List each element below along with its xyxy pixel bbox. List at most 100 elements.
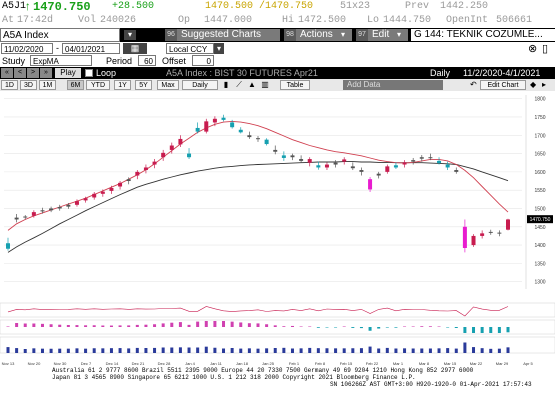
edit-chart-button[interactable]: Edit Chart [480, 80, 526, 90]
dropdown-arrow-icon[interactable]: ▾ [124, 30, 136, 40]
macd-bar [222, 321, 226, 327]
calendar-icon[interactable]: ▦ [123, 43, 147, 54]
candle [316, 161, 321, 170]
sub-panel [0, 302, 555, 318]
candle-body [333, 162, 338, 165]
undo-icon[interactable]: ↶ [470, 80, 477, 89]
offset-input[interactable]: 0 [192, 55, 214, 66]
candle [376, 171, 381, 179]
line-chart-icon[interactable]: ⟋ [236, 80, 242, 89]
ticker-title: G 144: TEKNIK COZUMLE... [411, 29, 555, 41]
volume-bar [92, 348, 96, 353]
tab-1m[interactable]: 1M [39, 80, 56, 90]
candle-body [92, 193, 97, 198]
x-tick-label: Nov 20 [28, 361, 41, 366]
settings-icon[interactable]: ◆ [530, 80, 537, 89]
oscillator-line [7, 306, 509, 317]
candle [247, 131, 252, 139]
volume-bar [480, 348, 484, 353]
tab-5y[interactable]: 5Y [135, 80, 152, 90]
volume-bar [161, 347, 165, 353]
window-icon[interactable]: ▯ [542, 43, 549, 55]
grid-layer [4, 98, 522, 282]
macd-bar [334, 327, 338, 328]
macd-bar [437, 326, 441, 327]
start-date-field[interactable]: 11/02/2020 [1, 43, 53, 54]
tab-6m[interactable]: 6M [67, 80, 84, 90]
x-tick-label: Feb 15 [340, 361, 353, 366]
study-bar: Study ExpMA Period 60 Offset 0 [0, 55, 555, 67]
sub-panel [0, 336, 555, 354]
candle-body [273, 149, 278, 152]
suggested-charts-button[interactable]: 96 Suggested Charts [165, 29, 280, 41]
chart-panel[interactable]: 1800 1750 1700 1650 1600 1550 1500 1450 1400 1350… [0, 91, 555, 400]
volume-bar [32, 348, 36, 353]
x-tick-label: Nov 30 [54, 361, 67, 366]
volume-bar [178, 347, 182, 353]
bid-ask: 1470.500 /1470.750 [205, 1, 314, 12]
x-tick-label: Feb 22 [366, 361, 379, 366]
candle [238, 127, 243, 134]
step-back-icon[interactable]: < [14, 68, 26, 78]
macd-bar [153, 324, 157, 327]
study-select[interactable]: ExpMA [30, 55, 92, 66]
volume-bar [359, 348, 363, 353]
macd-bar [308, 326, 312, 327]
macd-bar [178, 322, 182, 327]
moving-average-layer [7, 120, 509, 253]
bar-chart-icon[interactable]: ▥ [261, 80, 269, 89]
area-chart-icon[interactable]: ▲ [248, 80, 256, 89]
y-tick-label: 1350 [534, 261, 545, 267]
fast-forward-icon[interactable]: » [40, 68, 52, 78]
rewind-icon[interactable]: « [1, 68, 13, 78]
time-label: At [2, 15, 15, 26]
security-field[interactable]: A5A Index [0, 28, 120, 42]
candle-body [264, 139, 269, 145]
prev-value: 1442.250 [440, 1, 489, 12]
price-chart[interactable]: 1800 1750 1700 1650 1600 1550 1500 1450 1400 1350… [0, 91, 555, 400]
vol-value: 240026 [100, 15, 137, 26]
tab-max[interactable]: Max [157, 80, 179, 90]
expand-icon[interactable]: ▸ [542, 80, 547, 89]
macd-bar [342, 326, 346, 327]
end-date-field[interactable]: 04/01/2021 [62, 43, 120, 54]
step-forward-icon[interactable]: > [27, 68, 39, 78]
tab-3d[interactable]: 3D [20, 80, 37, 90]
y-tick-label: 1550 [534, 188, 545, 194]
candle-body [6, 243, 10, 249]
add-data-button[interactable]: Add Data [343, 80, 443, 90]
macd-bar [15, 323, 19, 327]
candle [462, 219, 467, 253]
candle-icon[interactable]: ▮ [223, 80, 229, 89]
candle-body [359, 170, 364, 172]
x-tick-label: Dec 7 [81, 361, 92, 366]
volume-bar [351, 348, 355, 353]
macd-bar [428, 326, 432, 327]
period-input[interactable]: 60 [138, 55, 156, 66]
candle-body [299, 159, 304, 161]
macd-bar [101, 325, 105, 327]
table-button[interactable]: Table [280, 80, 310, 90]
pin-icon[interactable]: ⊗ [528, 43, 538, 55]
tab-1d[interactable]: 1D [1, 80, 18, 90]
period-select[interactable]: Daily [182, 80, 218, 90]
edit-button[interactable]: 97 Edit ▾ [356, 29, 408, 41]
candle [256, 135, 260, 142]
currency-dropdown-icon[interactable]: ▾ [214, 43, 224, 54]
candle-body [161, 152, 166, 158]
macd-bar [394, 327, 398, 328]
actions-button[interactable]: 98 Actions ▾ [284, 29, 352, 41]
candle-body [445, 164, 450, 168]
candle [488, 229, 493, 235]
volume-bar [256, 348, 260, 353]
period-label: Period [106, 56, 133, 66]
volume-bar [222, 348, 226, 353]
currency-select[interactable]: Local CCY [166, 43, 214, 54]
candle-body [497, 232, 502, 234]
loop-checkbox[interactable] [85, 69, 93, 77]
play-button[interactable]: Play [55, 68, 81, 78]
low-label: Lo [367, 15, 380, 26]
ema-line [7, 161, 509, 253]
tab-1y[interactable]: 1Y [114, 80, 131, 90]
tab-ytd[interactable]: YTD [86, 80, 110, 90]
